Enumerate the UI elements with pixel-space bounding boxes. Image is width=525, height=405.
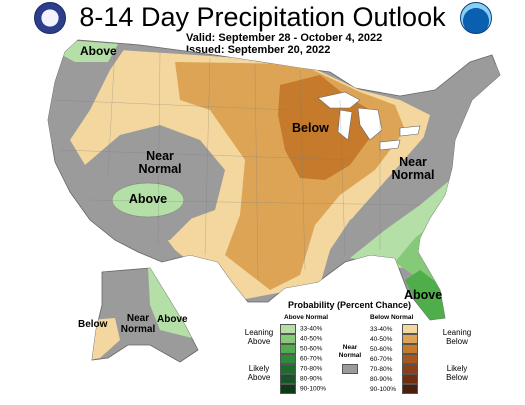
legend-swatch [280,374,296,384]
above-west-region [111,182,185,218]
legend-swatch [402,354,418,364]
legend-swatch [402,334,418,344]
legend: Probability (Percent Chance) Above Norma… [240,300,525,405]
legend-above-row: 80-90% [280,374,350,384]
legend-leaning-above: Leaning Above [244,328,274,346]
legend-above-row: 50-60% [280,344,350,354]
legend-swatch [280,364,296,374]
legend-above-header: Above Normal [284,314,329,321]
legend-below-header: Below Normal [370,314,414,321]
noaa-logo-icon [460,2,492,34]
alaska-below-region [92,318,120,360]
near-normal-nw-region [48,40,125,145]
label-ak-below: Below [78,319,108,330]
valid-value: September 28 - October 4, 2022 [218,32,383,44]
valid-label: Valid: [186,32,216,44]
label-above-west: Above [128,192,168,206]
legend-near-normal-swatch [342,364,358,374]
legend-near-normal-label: Near Normal [338,344,362,359]
legend-above-row: 60-70% [280,354,350,364]
legend-below-row: 70-80% [370,364,440,374]
legend-below-row: 60-70% [370,354,440,364]
legend-above-rows: 33-40% 40-50% 50-60% 60-70% 70-80% 80-90… [280,324,350,394]
legend-leaning-below: Leaning Below [442,328,472,346]
great-lakes [317,91,421,151]
page-title: 8-14 Day Precipitation Outlook [79,2,446,32]
legend-swatch [280,344,296,354]
legend-title: Probability (Percent Chance) [288,300,412,310]
commerce-seal-icon [34,2,66,34]
issued-value: September 20, 2022 [227,44,331,56]
legend-swatch [280,354,296,364]
legend-above-row: 33-40% [280,324,350,334]
legend-swatch [402,384,418,394]
label-near-normal-west: Near Normal [138,149,182,176]
above-nw-region [62,40,118,62]
label-ak-near-normal: Near Normal [120,313,156,335]
legend-swatch [280,384,296,394]
legend-swatch [280,324,296,334]
legend-above-row: 40-50% [280,334,350,344]
valid-dates: Valid: September 28 - October 4, 2022 [186,32,382,44]
state-borders [54,47,421,281]
legend-swatch [402,364,418,374]
legend-below-row: 50-60% [370,344,440,354]
legend-below-row: 33-40% [370,324,440,334]
legend-below-row: 80-90% [370,374,440,384]
legend-below-row: 90-100% [370,384,440,394]
legend-below-rows: 33-40% 40-50% 50-60% 60-70% 70-80% 80-90… [370,324,440,394]
legend-above-row: 70-80% [280,364,350,374]
legend-swatch [402,374,418,384]
legend-swatch [402,344,418,354]
label-below-center: Below [292,121,329,135]
legend-likely-above: Likely Above [247,364,271,382]
label-above-nw: Above [80,44,117,58]
legend-above-row: 90-100% [280,384,350,394]
legend-likely-below: Likely Below [446,364,468,382]
label-ak-above: Above [157,314,188,325]
label-near-normal-east: Near Normal [391,155,435,182]
label-above-florida: Above [404,288,443,302]
legend-swatch [402,324,418,334]
legend-below-row: 40-50% [370,334,440,344]
legend-swatch [280,334,296,344]
